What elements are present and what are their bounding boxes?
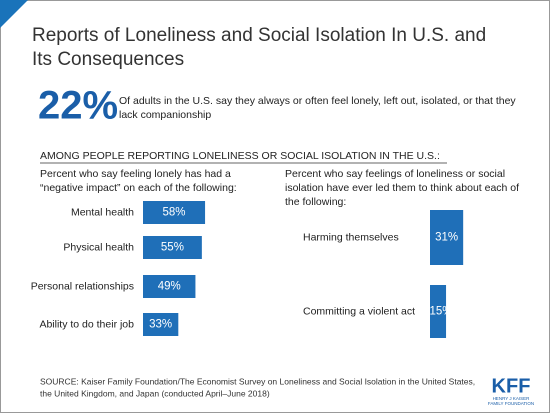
chart-subtitle: Percent who say feeling lonely has had a — [40, 168, 231, 180]
bar — [430, 285, 447, 338]
stat-text: lack companionship — [119, 109, 211, 121]
category-label: Personal relationships — [31, 280, 134, 292]
category-label: Harming themselves — [303, 231, 399, 243]
value-label: 31% — [435, 232, 458, 244]
category-label: Physical health — [63, 241, 134, 253]
chart-subtitle: isolation have ever led them to think ab… — [285, 182, 519, 194]
stat-text: Of adults in the U.S. say they always or… — [119, 95, 516, 107]
category-label: Ability to do their job — [39, 318, 134, 330]
value-label: 55% — [161, 242, 184, 254]
bar — [143, 201, 206, 224]
stat: 22% — [38, 84, 118, 128]
source: SOURCE: Kaiser Family Foundation/The Eco… — [40, 376, 475, 386]
title: Reports of Loneliness and Social Isolati… — [32, 25, 486, 46]
category-label: Mental health — [71, 206, 134, 218]
value-label: 15% — [429, 306, 452, 318]
corner-triangle — [0, 0, 28, 28]
chart-subtitle: Percent who say feelings of loneliness o… — [285, 168, 505, 180]
section-heading: AMONG PEOPLE REPORTING LONELINESS OR SOC… — [40, 150, 440, 162]
bar — [430, 210, 464, 265]
logo-tagline: FAMILY FOUNDATION — [488, 401, 534, 406]
value-label: 49% — [158, 281, 181, 293]
chart-subtitle: the following: — [285, 196, 346, 208]
title: Its Consequences — [32, 49, 184, 70]
logo-tagline: HENRY J KAISER — [493, 396, 531, 401]
logo: KFF — [492, 375, 531, 397]
bar — [143, 275, 196, 298]
value-label: 33% — [149, 319, 172, 331]
chart-subtitle: “negative impact” on each of the followi… — [40, 182, 237, 194]
bar — [143, 236, 202, 259]
source: the United Kingdom, and Japan (conducted… — [40, 388, 270, 398]
value-label: 58% — [163, 207, 186, 219]
bar — [143, 313, 179, 336]
category-label: Committing a violent act — [303, 305, 415, 317]
